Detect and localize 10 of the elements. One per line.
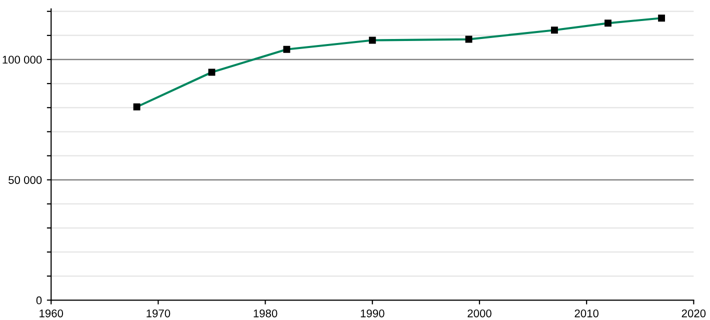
y-tick-label: 0 — [36, 296, 42, 304]
x-tick-label: 2020 — [682, 309, 706, 318]
y-tick-label: 100 000 — [2, 56, 42, 64]
y-tick-label: 50 000 — [8, 176, 42, 184]
x-tick-label: 1980 — [254, 309, 278, 318]
x-tick-label: 2010 — [574, 309, 599, 318]
x-tick-label: 2000 — [468, 309, 492, 318]
x-tick-label: 1970 — [146, 309, 170, 318]
x-tick-label: 1990 — [360, 309, 384, 318]
x-tick-label: 1960 — [40, 309, 64, 318]
